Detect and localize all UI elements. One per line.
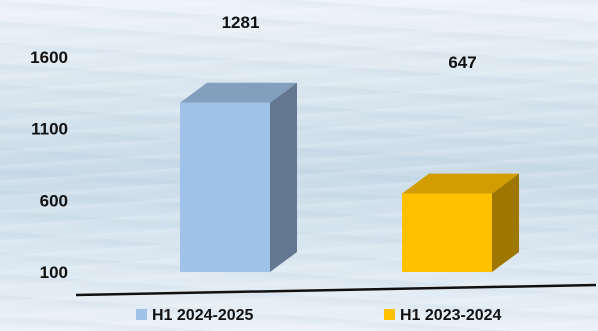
y-tick-label: 600 [40,191,68,210]
legend: H1 2024-2025 H1 2023-2024 [136,307,502,324]
legend-label: H1 2023-2024 [400,307,502,324]
data-label: 1281 [222,13,260,32]
legend-label: H1 2024-2025 [152,307,254,324]
bar-side-face [492,173,519,272]
bars [180,82,519,273]
bar [402,173,519,272]
bar-top-face [402,173,519,194]
bar-side-face [270,82,297,273]
data-labels: 1281 647 [222,13,477,72]
bar-front-face [180,102,270,273]
y-axis-ticks: 100 600 1100 1600 [30,48,68,282]
x-axis-line [75,283,597,297]
legend-swatch [136,309,147,320]
y-tick-label: 100 [40,263,68,282]
y-tick-label: 1100 [31,120,68,139]
bar [180,82,297,273]
bar-front-face [402,193,492,272]
legend-swatch [384,309,395,320]
bar-top-face [180,82,297,103]
y-tick-label: 1600 [30,48,68,67]
data-label: 647 [448,53,476,72]
